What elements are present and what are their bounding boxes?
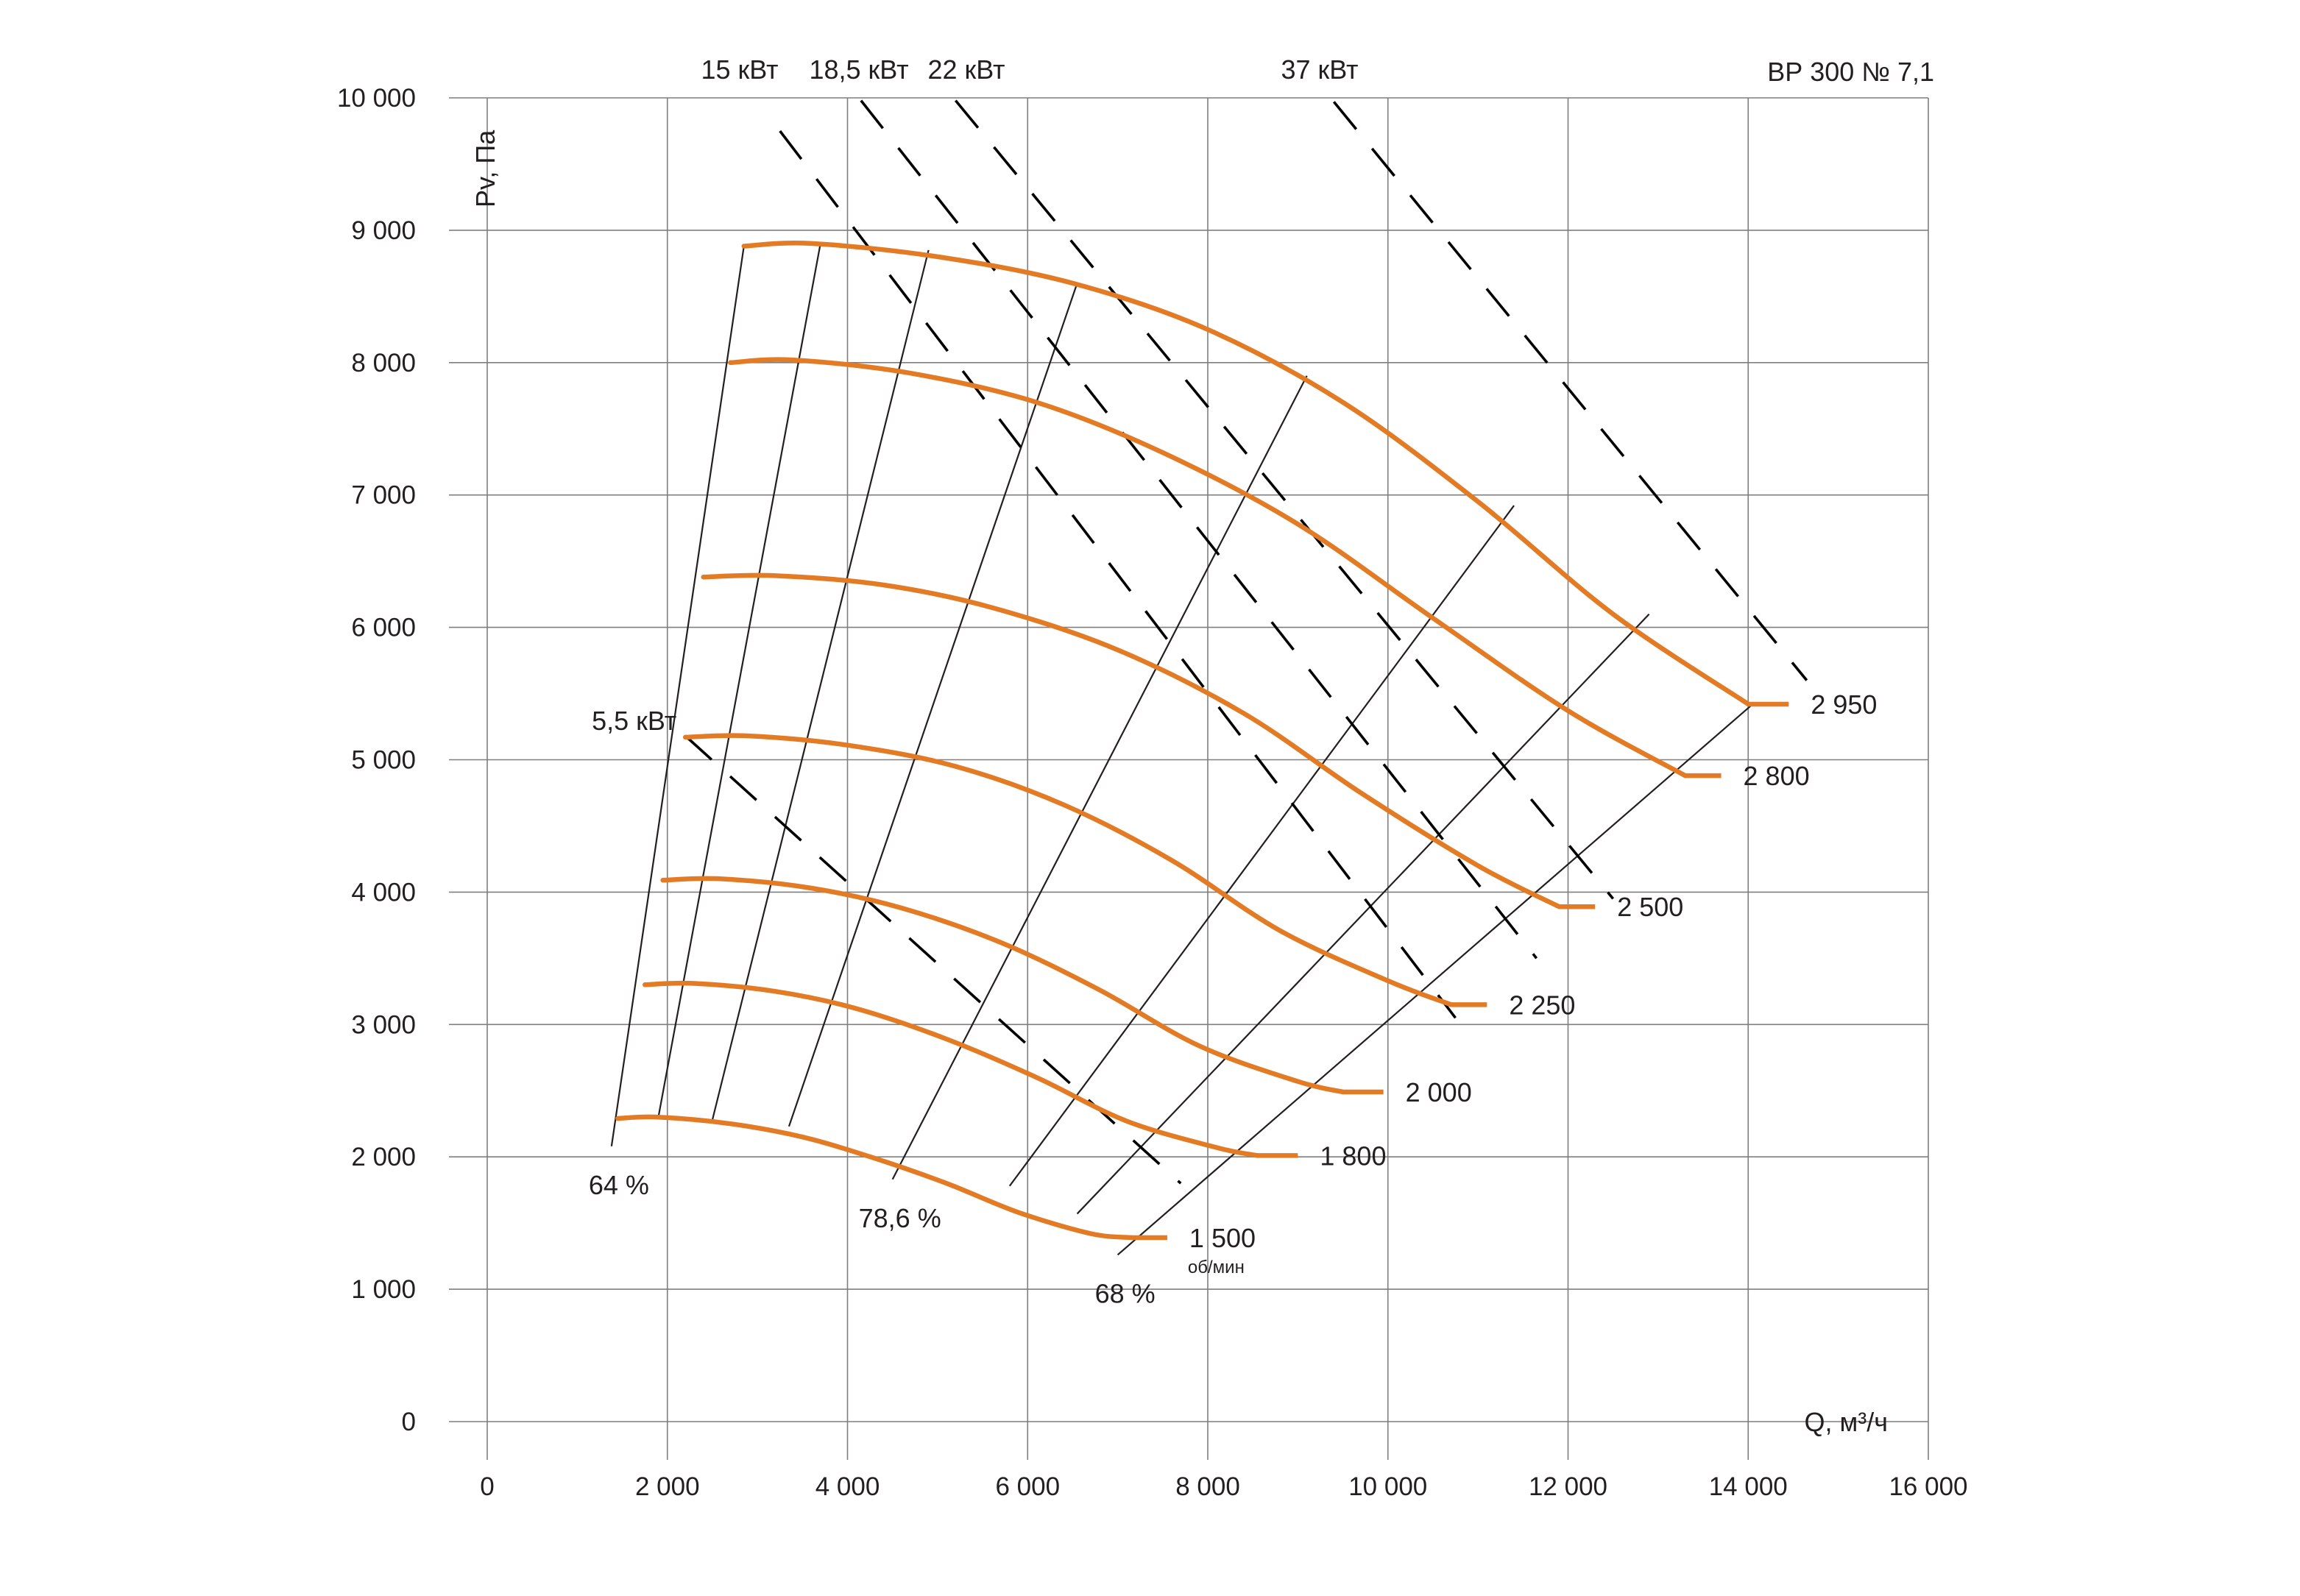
speed-label: 1 500	[1189, 1223, 1256, 1253]
x-tick-label: 0	[480, 1472, 494, 1501]
power-lines: 5,5 кВт 15 кВт 18,5 кВт 22 кВт 37 кВт	[592, 54, 1808, 1185]
speed-label: 2 000	[1406, 1077, 1472, 1107]
x-tick-label: 10 000	[1348, 1472, 1427, 1501]
speed-curve	[741, 241, 1751, 707]
x-tick-label: 8 000	[1175, 1472, 1240, 1501]
power-label: 5,5 кВт	[592, 706, 676, 736]
speed-label: 2 500	[1617, 892, 1683, 922]
y-tick-label: 8 000	[351, 349, 416, 377]
power-line	[779, 130, 1457, 1019]
y-tick-label: 3 000	[351, 1010, 416, 1039]
y-tick-label: 9 000	[351, 216, 416, 245]
speed-curve	[682, 733, 1454, 1007]
speed-curve	[701, 572, 1562, 909]
y-axis-label: Pv, Па	[470, 130, 500, 208]
power-label: 37 кВт	[1281, 54, 1358, 85]
x-tick-label: 2 000	[635, 1472, 700, 1501]
efficiency-line	[657, 243, 821, 1118]
efficiency-label: 78,6 %	[859, 1203, 941, 1233]
y-tick-label: 5 000	[351, 746, 416, 775]
speed-label: 2 800	[1744, 761, 1810, 791]
speed-curves: 2 950 2 800 2 500 2 250 2 000 1 800 1 500 об/ми…	[615, 241, 1877, 1277]
efficiency-line	[788, 283, 1078, 1127]
efficiency-lines: 64 % 78,6 % 68 %	[589, 243, 1754, 1308]
x-tick-label: 14 000	[1709, 1472, 1788, 1501]
speed-label: 2 250	[1509, 990, 1575, 1020]
y-tick-label: 10 000	[337, 84, 416, 113]
grid	[449, 97, 1929, 1460]
efficiency-line	[1076, 613, 1650, 1215]
power-label: 18,5 кВт	[809, 54, 908, 85]
rpm-unit-label: об/мин	[1188, 1258, 1245, 1277]
power-line	[860, 99, 1538, 960]
power-line	[1332, 101, 1808, 681]
efficiency-line	[711, 249, 930, 1121]
speed-label: 2 950	[1811, 689, 1877, 720]
x-axis-label: Q, м³/ч	[1804, 1407, 1888, 1437]
efficiency-line	[1117, 703, 1754, 1256]
efficiency-line	[1008, 505, 1515, 1187]
power-label: 22 кВт	[927, 54, 1005, 85]
y-tick-label: 6 000	[351, 614, 416, 642]
speed-curve	[660, 876, 1345, 1095]
efficiency-label: 64 %	[589, 1170, 649, 1200]
chart-title: ВР 300 № 7,1	[1767, 57, 1934, 87]
y-tick-label: 7 000	[351, 481, 416, 510]
speed-label: 1 800	[1320, 1141, 1386, 1171]
power-label: 15 кВт	[701, 54, 778, 85]
x-tick-label: 6 000	[995, 1472, 1060, 1501]
power-line	[954, 99, 1615, 900]
speed-curve	[728, 357, 1688, 779]
speed-curve	[642, 980, 1260, 1158]
efficiency-line	[610, 246, 745, 1146]
y-tick-label: 1 000	[351, 1275, 416, 1304]
x-tick-label: 4 000	[815, 1472, 880, 1501]
annotations: ВР 300 № 7,1 Q, м³/ч Pv, Па	[470, 57, 1934, 1437]
y-tick-label: 2 000	[351, 1143, 416, 1171]
efficiency-label: 68 %	[1095, 1278, 1156, 1308]
x-tick-label: 12 000	[1529, 1472, 1607, 1501]
power-line	[684, 734, 1182, 1185]
speed-curve	[615, 1114, 1134, 1241]
x-tick-label: 16 000	[1889, 1472, 1967, 1501]
y-tick-label: 4 000	[351, 878, 416, 907]
efficiency-line	[891, 375, 1308, 1180]
axis-tick-labels: 0 2 000 4 000 6 000 8 000 10 000 12 000 14 000 1…	[337, 84, 1968, 1501]
y-tick-label: 0	[402, 1408, 416, 1436]
